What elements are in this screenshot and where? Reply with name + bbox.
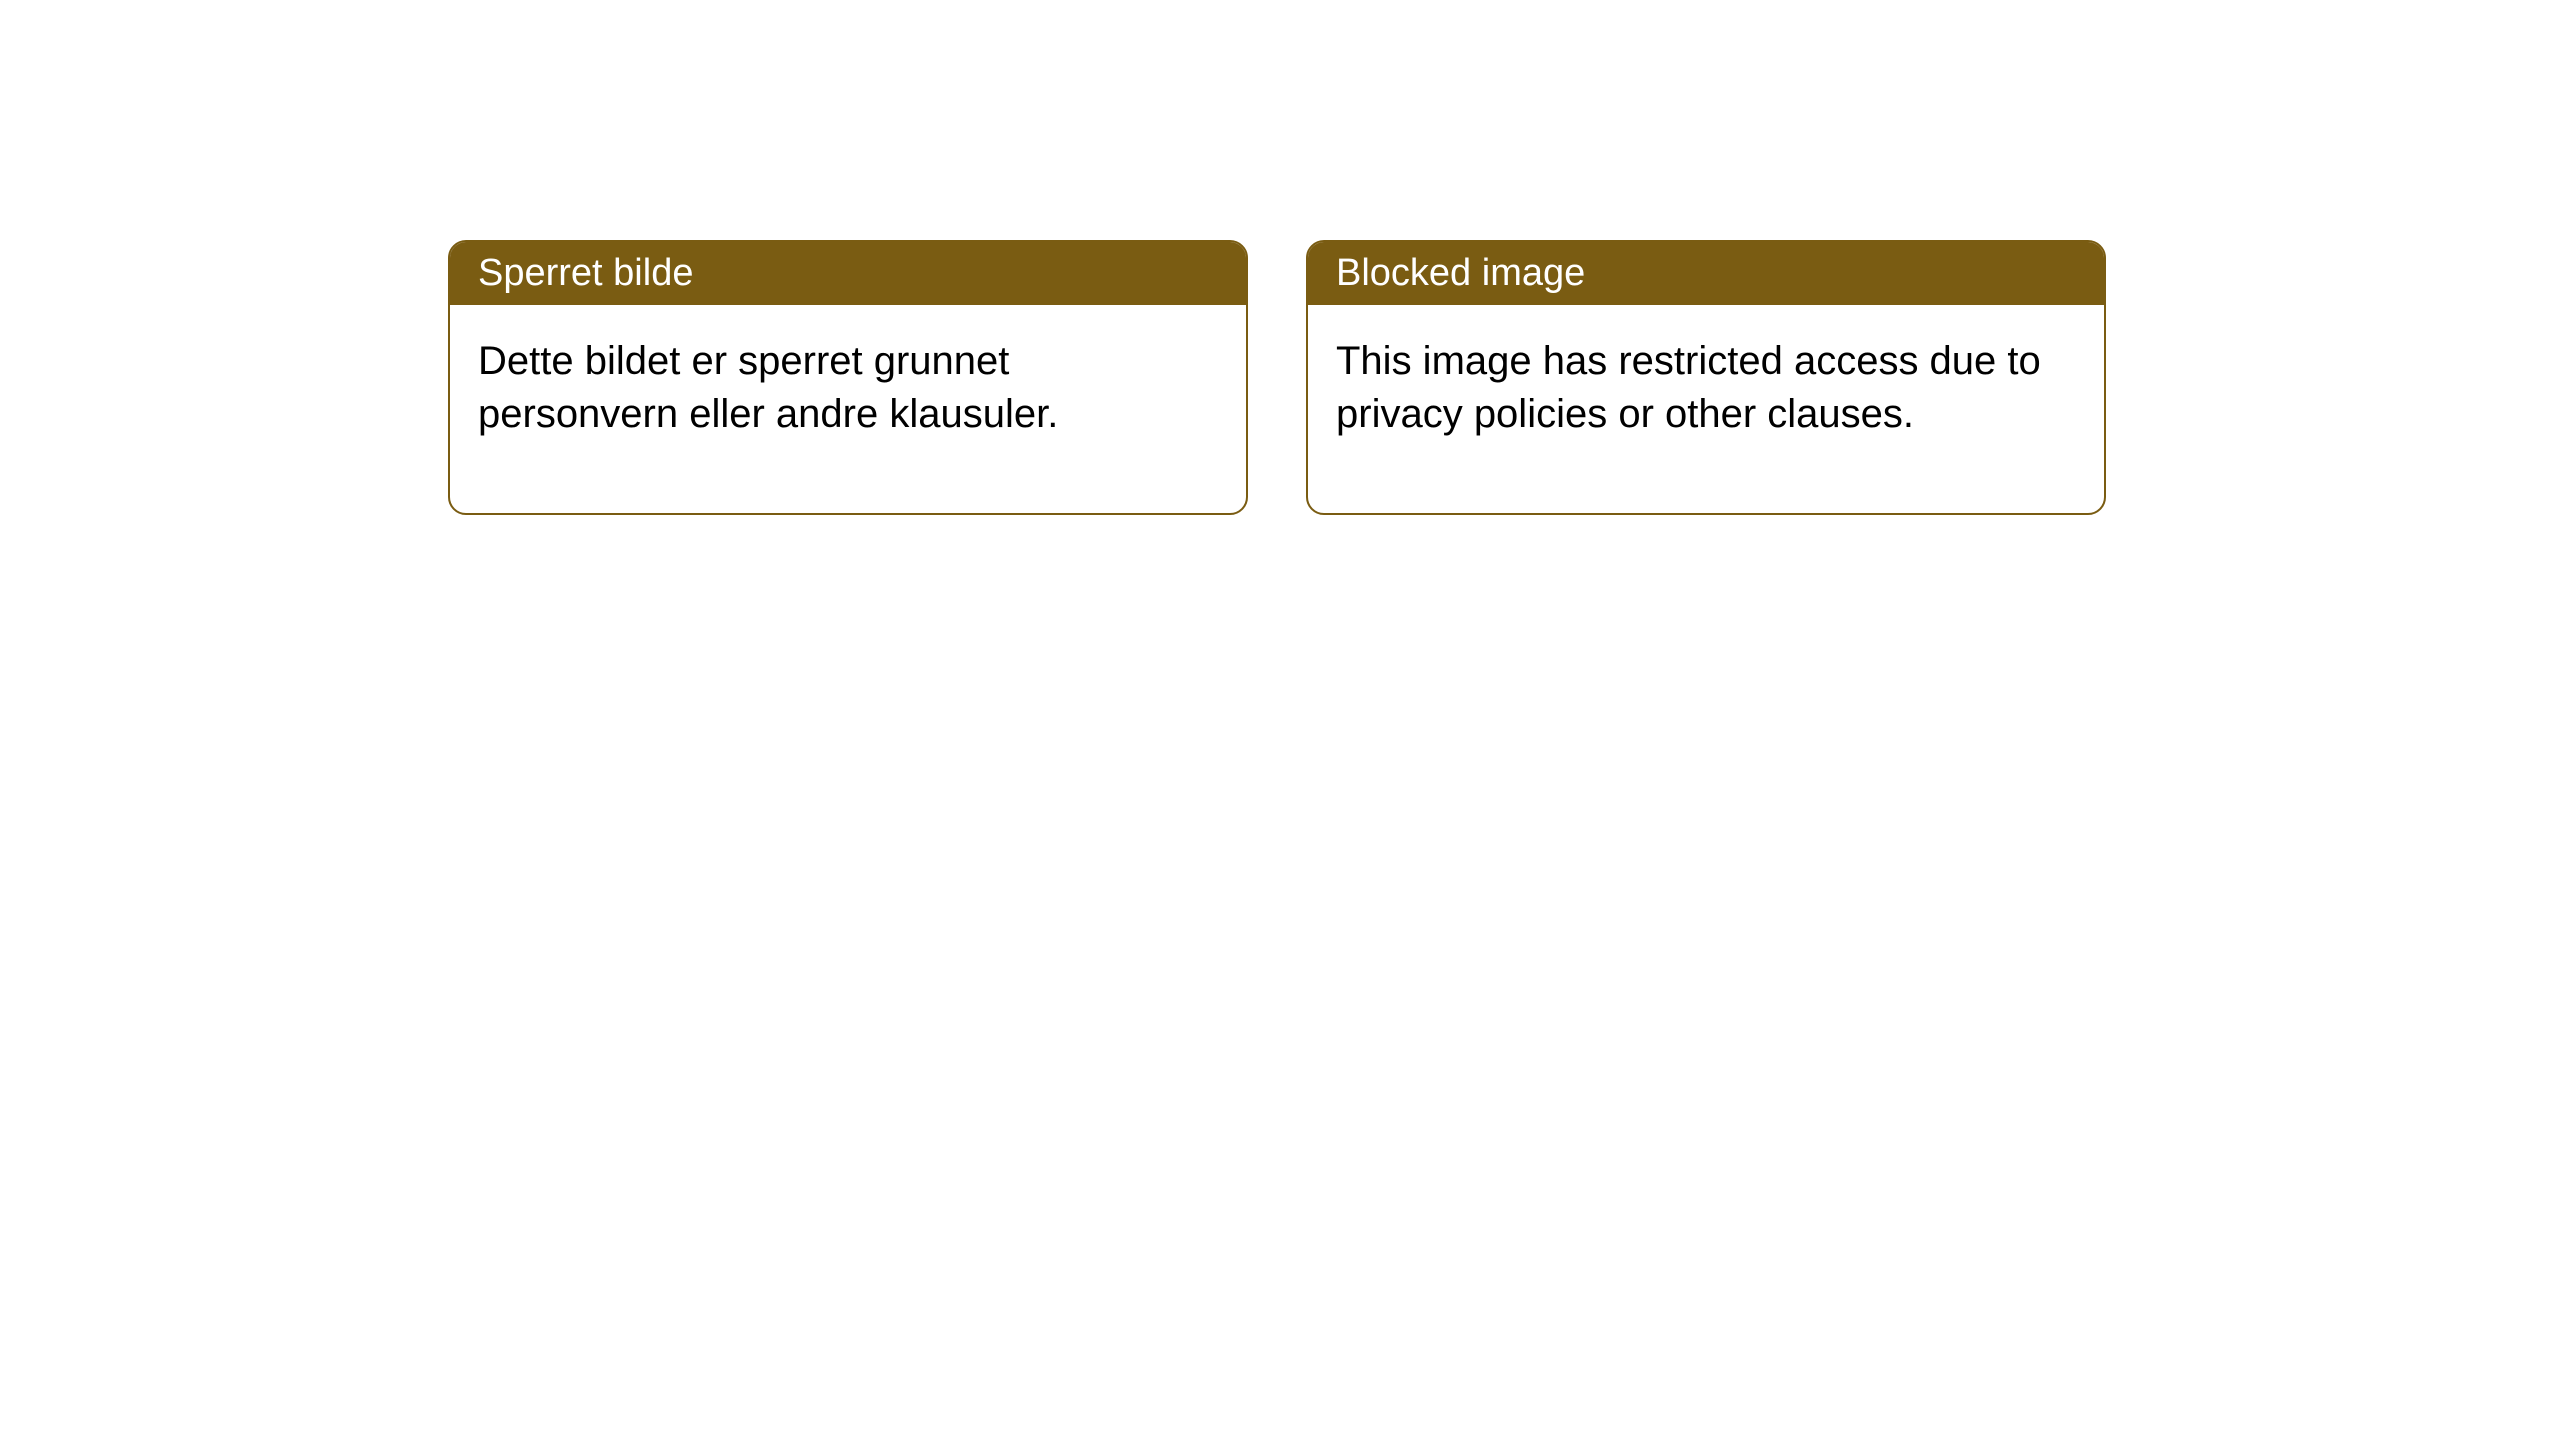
notice-card-english: Blocked image This image has restricted … [1306, 240, 2106, 515]
notice-cards-container: Sperret bilde Dette bildet er sperret gr… [448, 240, 2560, 515]
card-body: Dette bildet er sperret grunnet personve… [450, 305, 1246, 513]
card-title: Blocked image [1336, 252, 1585, 294]
card-body-text: Dette bildet er sperret grunnet personve… [478, 339, 1058, 436]
card-header: Sperret bilde [450, 242, 1246, 305]
card-body: This image has restricted access due to … [1308, 305, 2104, 513]
card-body-text: This image has restricted access due to … [1336, 339, 2041, 436]
notice-card-norwegian: Sperret bilde Dette bildet er sperret gr… [448, 240, 1248, 515]
card-header: Blocked image [1308, 242, 2104, 305]
card-title: Sperret bilde [478, 252, 693, 294]
